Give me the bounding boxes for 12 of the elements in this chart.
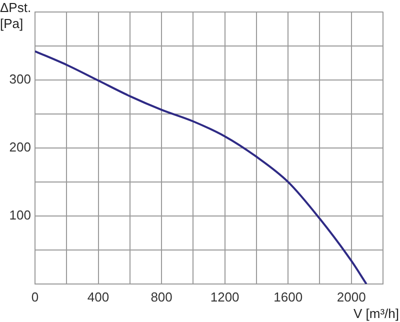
y-tick-label: 300 xyxy=(9,71,31,86)
y-tick-label: 100 xyxy=(9,208,31,223)
x-tick-label: 400 xyxy=(87,289,110,304)
x-tick-label: 1600 xyxy=(274,289,303,304)
x-tick-label: 800 xyxy=(150,289,172,304)
line-series xyxy=(35,50,368,284)
y-axis-title: ΔPst. [Pa] xyxy=(0,0,34,32)
x-tick-label: 0 xyxy=(31,289,39,304)
y-tick-label: 200 xyxy=(9,139,31,154)
x-tick-label: 1200 xyxy=(210,289,240,304)
x-axis-title: V [m³/h] xyxy=(353,306,399,322)
x-tick-label: 2000 xyxy=(336,289,366,304)
